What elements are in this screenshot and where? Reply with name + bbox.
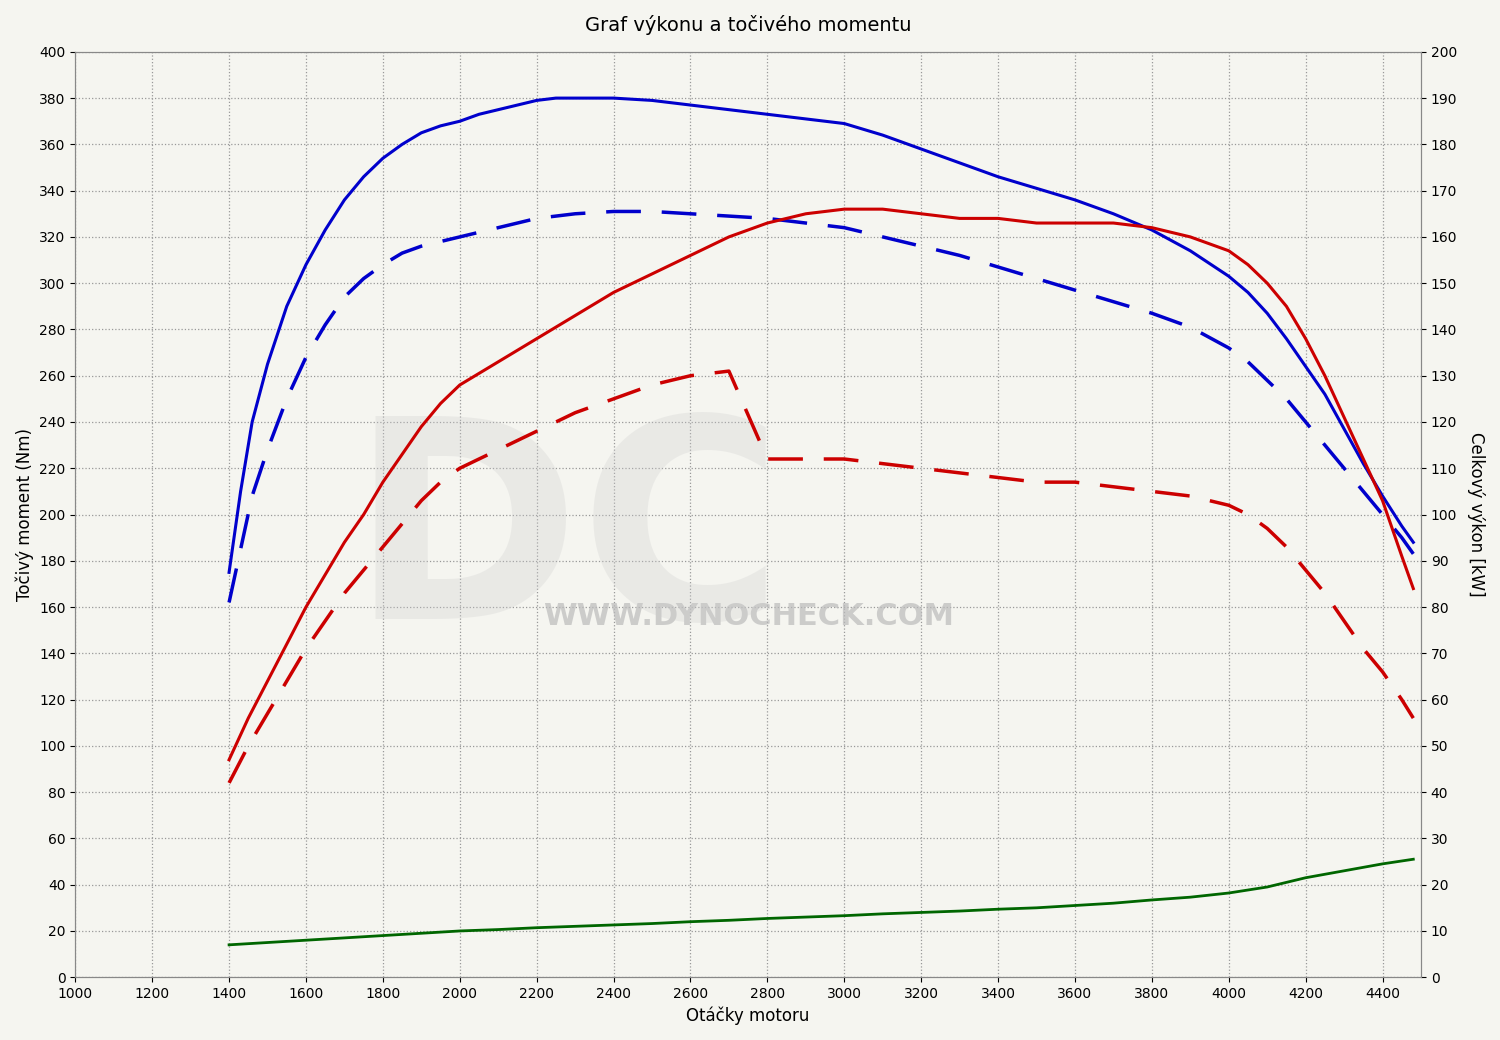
Text: DC: DC <box>350 408 783 677</box>
Y-axis label: Celkový výkon [kW]: Celkový výkon [kW] <box>1467 433 1485 597</box>
Y-axis label: Točivý moment (Nm): Točivý moment (Nm) <box>15 428 33 601</box>
Text: WWW.DYNOCHECK.COM: WWW.DYNOCHECK.COM <box>543 602 954 631</box>
X-axis label: Otáčky motoru: Otáčky motoru <box>687 1007 810 1025</box>
Title: Graf výkonu a točivého momentu: Graf výkonu a točivého momentu <box>585 15 912 35</box>
